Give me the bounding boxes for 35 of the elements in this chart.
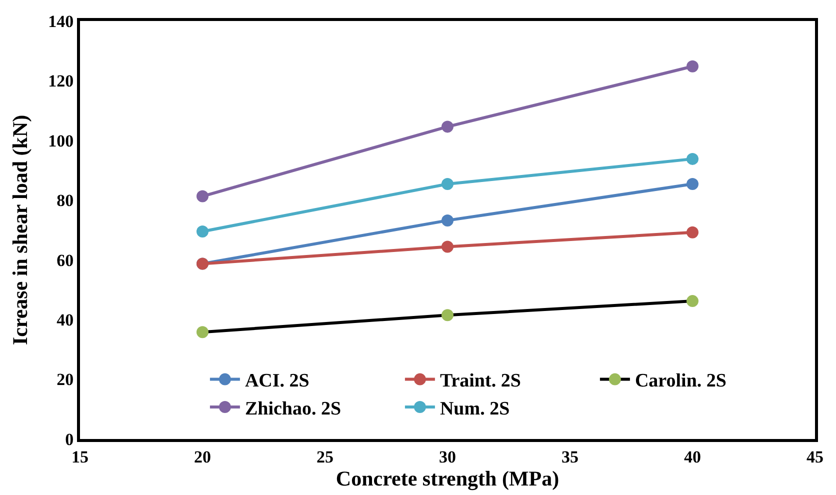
y-tick-label: 60 [56, 250, 74, 270]
point [442, 309, 454, 322]
point [442, 214, 454, 226]
x-tick-label: 35 [562, 447, 578, 466]
point [686, 178, 698, 190]
point [686, 60, 698, 72]
x-tick-label: 25 [316, 447, 334, 466]
y-tick-label: 100 [48, 131, 74, 150]
y-tick-label: 0 [65, 430, 74, 449]
point [196, 225, 208, 238]
point [686, 152, 698, 165]
legend-label: Carolin. 2S [634, 370, 726, 392]
point [196, 326, 208, 338]
x-tick-label: 45 [806, 447, 824, 466]
legend-label: Traint. 2S [440, 370, 521, 392]
legend-label: Num. 2S [440, 398, 510, 420]
y-tick-label: 80 [56, 191, 74, 210]
point [686, 295, 698, 308]
y-tick-label: 140 [48, 12, 74, 31]
x-axis-title: Concrete strength (MPa) [336, 466, 560, 490]
point [442, 240, 454, 253]
y-tick-label: 40 [56, 310, 74, 330]
legend-label: ACI. 2S [244, 370, 310, 392]
point [442, 120, 454, 133]
point [196, 190, 208, 202]
point [686, 226, 698, 238]
x-tick-label: 30 [439, 447, 456, 466]
x-tick-label: 20 [194, 447, 211, 466]
legend-label: Zhichao. 2S [244, 398, 342, 420]
x-tick-label: 40 [684, 447, 701, 466]
x-tick-label: 15 [72, 447, 88, 466]
y-tick-label: 20 [56, 370, 74, 390]
y-tick-label: 120 [48, 72, 74, 91]
point [442, 178, 454, 190]
y-axis-title: Icrease in shear load (kN) [8, 114, 32, 346]
